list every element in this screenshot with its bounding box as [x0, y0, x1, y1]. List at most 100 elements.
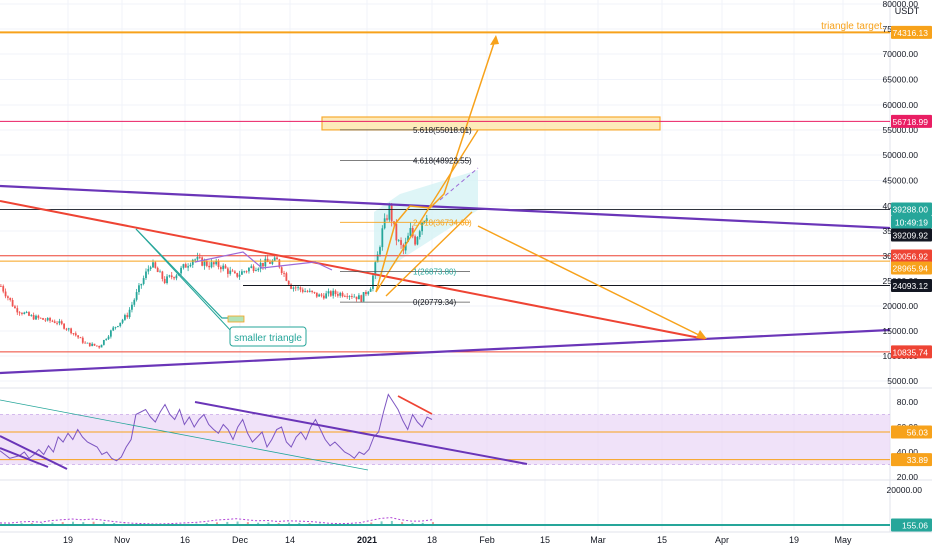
- badge-74316[interactable]: 74316.13: [891, 25, 932, 39]
- fib-label-0: 0(20779.34): [413, 298, 456, 307]
- badge-24093-bg: [891, 279, 932, 293]
- price-candle: [191, 259, 194, 265]
- price-candle: [397, 240, 400, 241]
- price-axis-tick: 50000.00: [883, 150, 919, 160]
- volume-bar: [257, 522, 260, 525]
- price-candle: [273, 257, 276, 261]
- price-candle: [35, 315, 37, 320]
- badge-volume-text: 155.06: [902, 521, 928, 531]
- descending-resistance-line[interactable]: [0, 200, 706, 340]
- price-candle: [147, 268, 150, 272]
- price-candle: [196, 256, 199, 260]
- price-candle: [255, 270, 257, 272]
- price-candle: [98, 346, 101, 348]
- rsi-bearish-divergence[interactable]: [397, 395, 433, 415]
- price-candle: [208, 265, 211, 268]
- rsi-purple-trendline[interactable]: [194, 401, 528, 465]
- badge-rsi-56[interactable]: 56.03: [891, 425, 932, 439]
- price-candle: [107, 336, 110, 340]
- rsi-left-trendline-2[interactable]: [0, 447, 49, 468]
- price-candle: [390, 204, 393, 222]
- fib-label-4-618: 4.618(48923.55): [413, 156, 472, 165]
- volume-bar: [288, 522, 290, 525]
- price-candle: [259, 262, 262, 269]
- price-candle: [184, 264, 187, 268]
- badge-time-bg: [891, 215, 932, 229]
- price-candle: [231, 270, 234, 272]
- price-candle: [224, 265, 227, 269]
- badge-30056[interactable]: 30056.92: [891, 249, 932, 263]
- bearish-projection-path[interactable]: [477, 225, 706, 339]
- consolidation-zigzag[interactable]: [194, 251, 333, 271]
- x-label-may: May: [834, 535, 852, 545]
- badge-time[interactable]: 10:49:19: [891, 215, 932, 229]
- badge-74316-bg: [891, 25, 932, 39]
- badge-rsi-33[interactable]: 33.89: [891, 453, 932, 467]
- price-axis-tick: 15000.00: [883, 326, 919, 336]
- price-candle: [114, 326, 117, 328]
- fib-label-5-618: 5.618(55018.01): [413, 126, 472, 135]
- price-candle: [210, 262, 213, 268]
- price-candle: [287, 280, 290, 285]
- price-candle: [173, 277, 175, 279]
- badge-39209-text: 39209.92: [893, 231, 929, 241]
- badge-volume[interactable]: 155.06: [891, 518, 932, 532]
- triangle-target-annotation[interactable]: triangle target.: [821, 21, 885, 32]
- price-candle: [135, 292, 138, 300]
- badge-10835[interactable]: 10835.74: [891, 345, 932, 359]
- price-candle: [79, 337, 82, 339]
- price-candle: [163, 278, 166, 284]
- price-candle: [138, 285, 140, 293]
- price-candle: [128, 309, 131, 318]
- rsi-left-trendline-1[interactable]: [0, 435, 68, 470]
- smaller-triangle-callout[interactable]: smaller triangle: [229, 326, 307, 347]
- bullish-projection-arrowhead: [490, 35, 499, 45]
- price-candle: [37, 315, 40, 318]
- volume-bar: [51, 522, 54, 525]
- price-candle: [219, 267, 222, 270]
- volume-ma-line[interactable]: [0, 517, 433, 525]
- price-candle: [418, 231, 421, 237]
- price-candle: [65, 328, 68, 330]
- price-candle: [102, 340, 105, 345]
- smaller-triangle-pointer[interactable]: [135, 228, 233, 333]
- price-candle: [336, 294, 339, 296]
- rsi-line[interactable]: [0, 393, 433, 462]
- volume-bar: [370, 522, 373, 525]
- price-candle: [229, 270, 232, 274]
- lower-triangle-trendline[interactable]: [0, 328, 891, 375]
- volume-bar: [421, 522, 424, 525]
- price-candle: [322, 295, 325, 299]
- price-candle: [327, 291, 330, 294]
- badge-24093[interactable]: 24093.12: [891, 279, 932, 293]
- price-axis-tick: 5000.00: [887, 376, 918, 386]
- price-candle: [276, 257, 278, 260]
- price-axis-tick: 60000.00: [883, 100, 919, 110]
- price-candle: [297, 287, 299, 289]
- price-candle: [198, 256, 201, 258]
- fib-label-2-618: 2.618(36734.60): [413, 218, 472, 227]
- price-candle: [205, 261, 208, 266]
- price-candle: [379, 247, 381, 255]
- bullish-projection-path[interactable]: [375, 36, 497, 293]
- price-candle: [170, 275, 173, 278]
- price-candle: [7, 296, 9, 298]
- rsi-teal-trendline[interactable]: [0, 399, 369, 471]
- badge-39288[interactable]: 39288.00: [891, 202, 932, 216]
- volume-bar: [380, 521, 383, 525]
- price-axis-tick: 65000.00: [883, 75, 919, 85]
- badge-39209[interactable]: 39209.92: [891, 228, 932, 242]
- badge-56718[interactable]: 56718.99: [891, 114, 932, 128]
- badge-28965[interactable]: 28965.94: [891, 261, 932, 275]
- resistance-zone[interactable]: [321, 116, 661, 131]
- price-candle: [95, 345, 98, 347]
- channel-upper-line[interactable]: [375, 129, 479, 293]
- price-candle: [39, 317, 42, 319]
- price-candle: [381, 228, 384, 248]
- upper-triangle-trendline[interactable]: [0, 184, 891, 230]
- price-candle: [133, 299, 136, 305]
- volume-bar: [267, 522, 270, 525]
- channel-lower-line[interactable]: [385, 211, 473, 297]
